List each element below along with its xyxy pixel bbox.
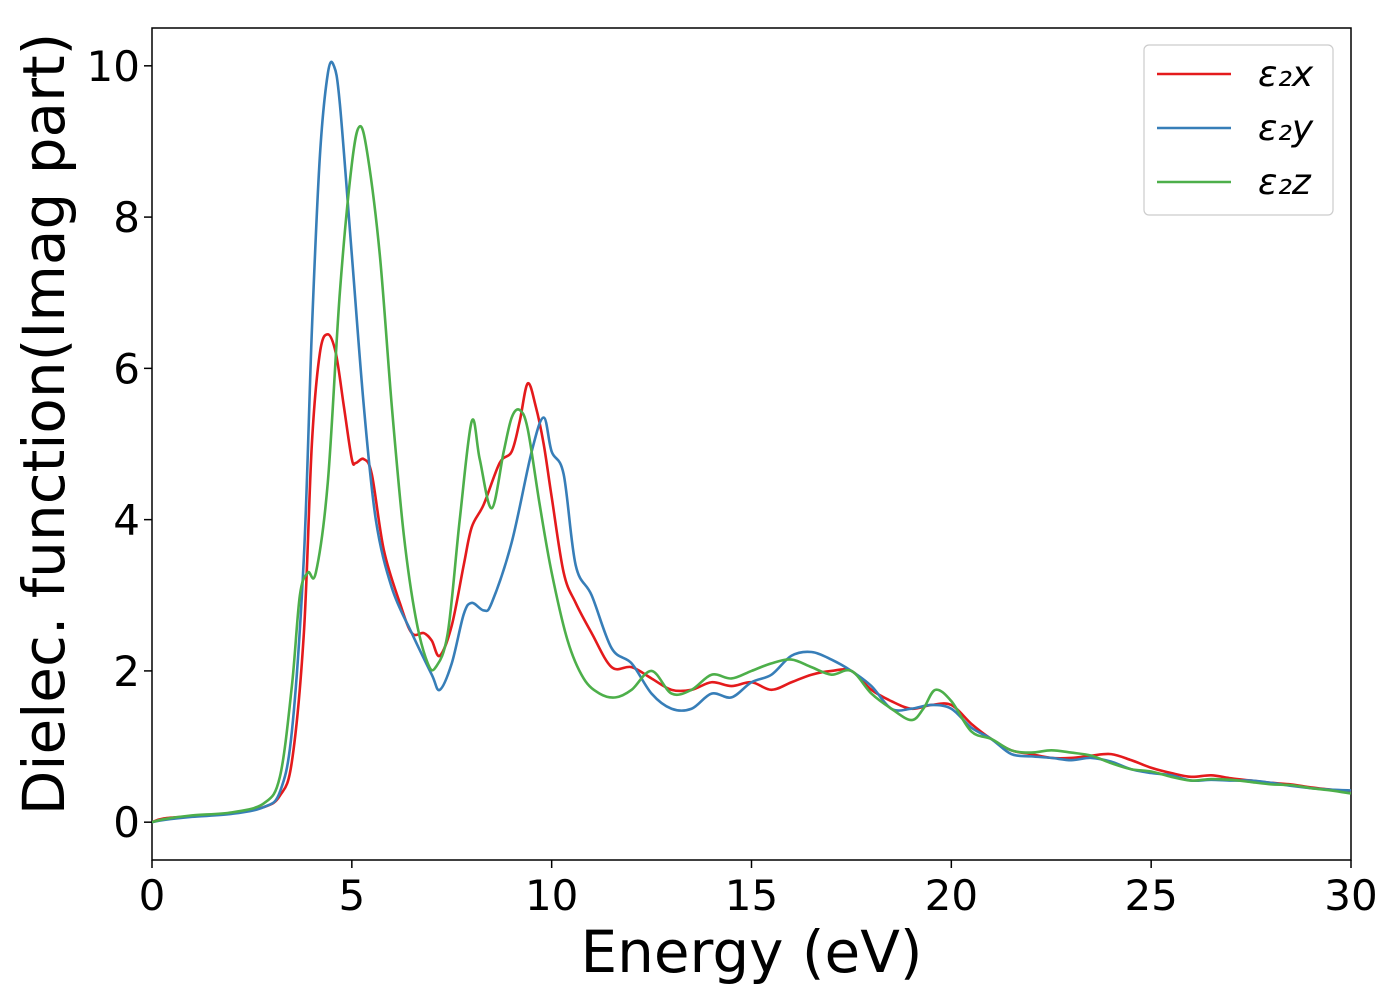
y-tick-label: 4: [113, 496, 140, 545]
series-layer: [152, 60, 1351, 824]
x-axis: 0 5 10 15 20 25 30: [139, 860, 1378, 920]
legend-label: ε₂x: [1258, 54, 1314, 95]
series-line-e2x: [152, 333, 1351, 824]
y-tick-label: 2: [113, 647, 140, 696]
y-tick-label: 6: [113, 344, 140, 393]
y-tick-label: 10: [87, 42, 140, 91]
legend-label: ε₂z: [1258, 162, 1312, 203]
legend-box: [1143, 44, 1334, 216]
series-line-e2z: [152, 125, 1351, 824]
y-tick-label: 8: [113, 193, 140, 242]
x-axis-label: Energy (eV): [580, 918, 922, 986]
x-tick-label: 5: [338, 871, 365, 920]
x-tick-label: 15: [725, 871, 778, 920]
x-tick-label: 20: [925, 871, 978, 920]
x-tick-label: 25: [1124, 871, 1177, 920]
x-tick-label: 30: [1324, 871, 1377, 920]
y-axis: 0 2 4 6 8 10: [87, 42, 152, 847]
y-axis-label: Dielec. function(Imag part): [10, 33, 78, 816]
y-tick-label: 0: [113, 798, 140, 847]
legend-label: ε₂y: [1258, 108, 1314, 149]
x-tick-label: 10: [525, 871, 578, 920]
legend: ε₂x ε₂y ε₂z: [1143, 44, 1334, 216]
x-tick-label: 0: [139, 871, 166, 920]
